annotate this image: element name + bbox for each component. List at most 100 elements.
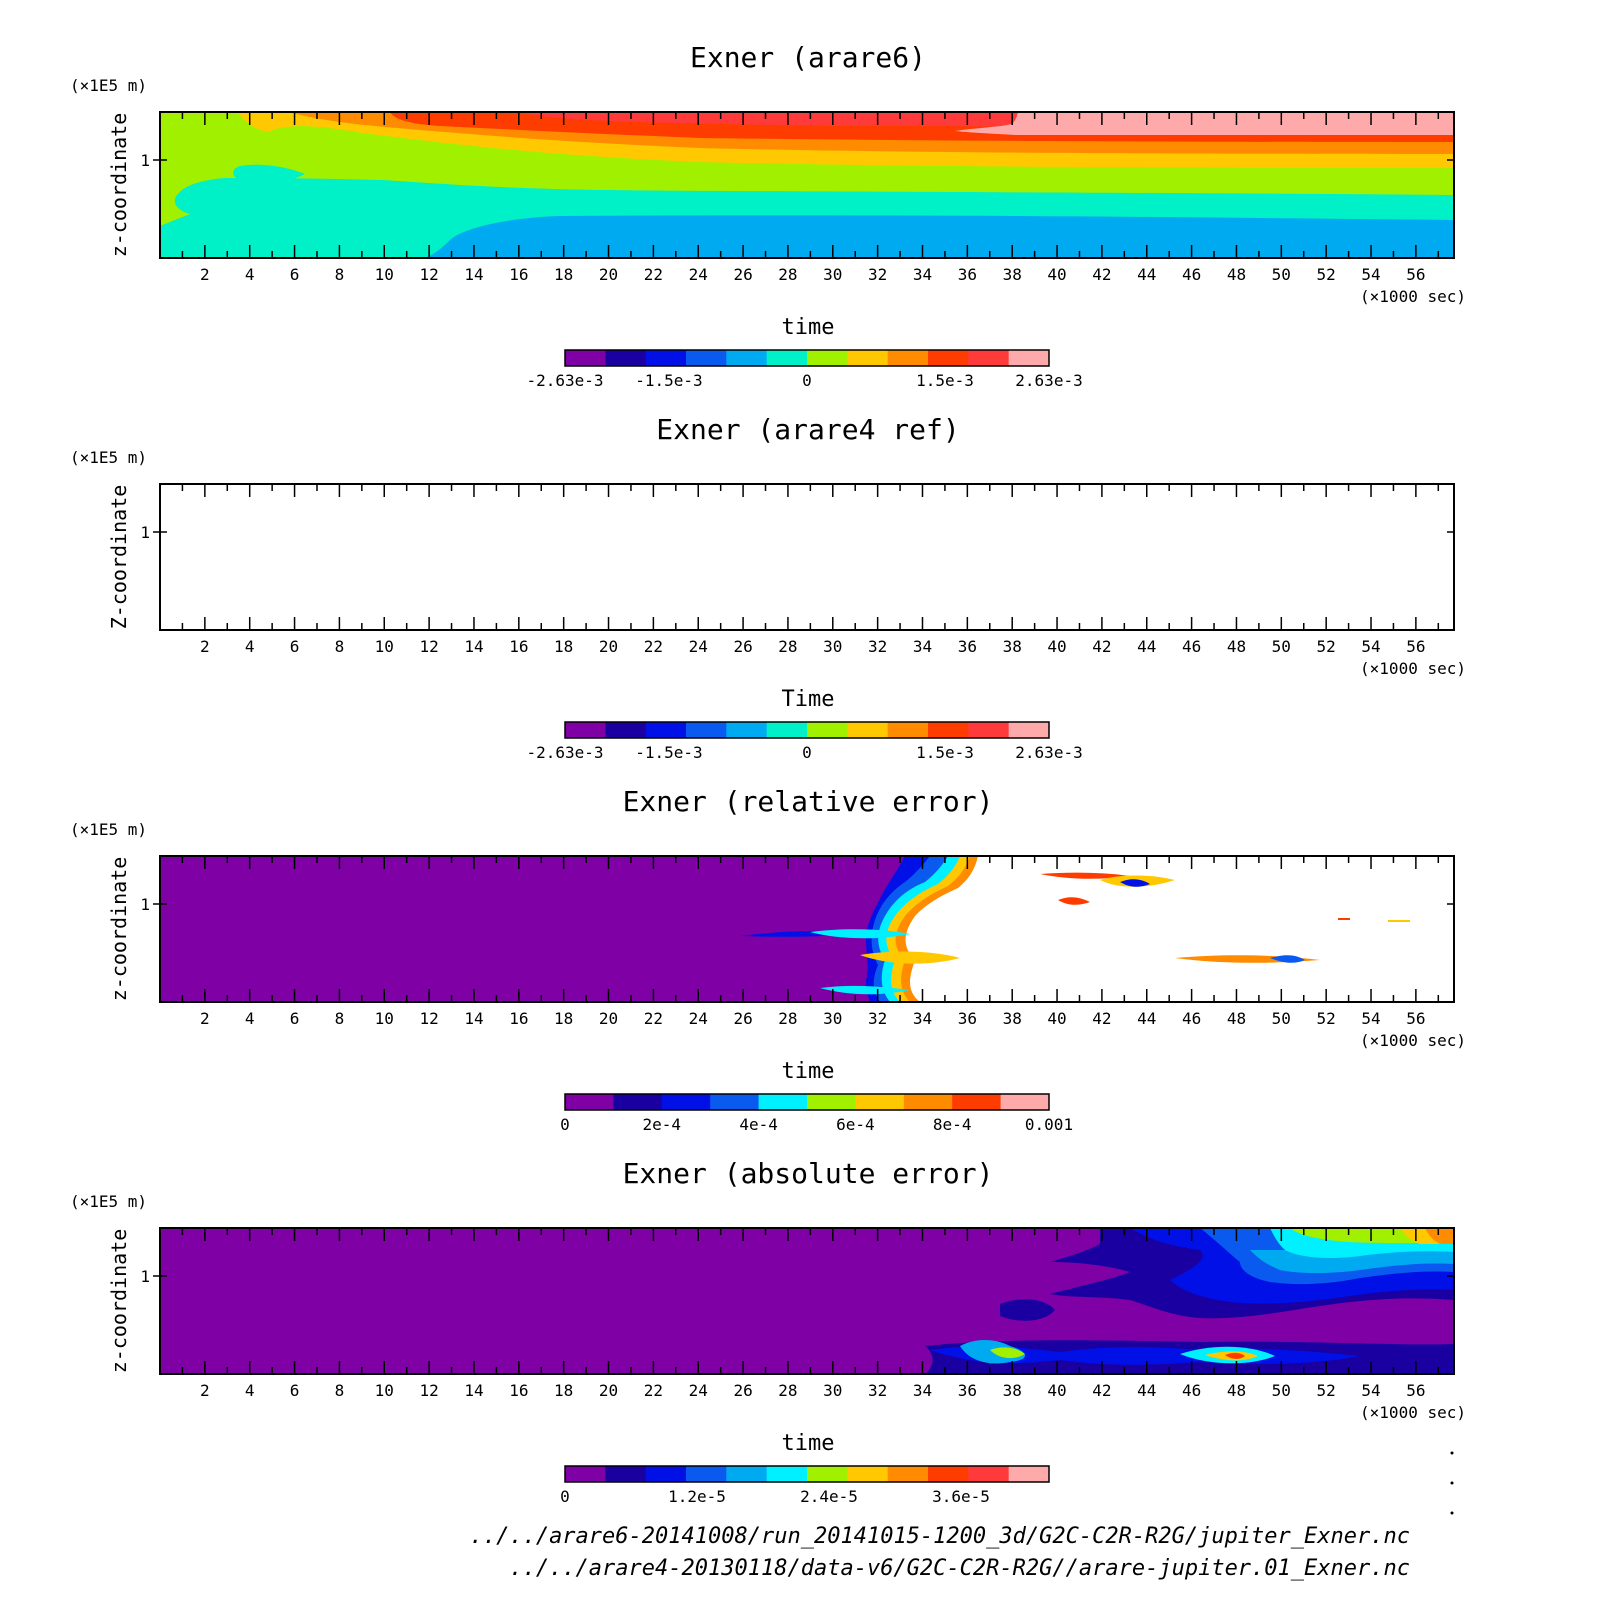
- colorbar-swatch: [952, 1094, 1002, 1110]
- y-axis-label: z-coordinate: [107, 857, 131, 1002]
- field-band: [820, 985, 910, 995]
- x-tick-label: 8: [335, 1381, 345, 1400]
- x-tick-label: 2: [200, 1381, 210, 1400]
- x-tick-label: 2: [200, 265, 210, 284]
- x-tick-label: 42: [1092, 637, 1111, 656]
- x-tick-label: 44: [1137, 1381, 1156, 1400]
- x-tick-label: 12: [419, 1381, 438, 1400]
- x-tick-label: 40: [1047, 1009, 1066, 1028]
- colorbar-swatch: [766, 350, 808, 366]
- x-tick-label: 38: [1003, 637, 1022, 656]
- colorbar-swatch: [847, 722, 889, 738]
- colorbar-swatch: [686, 350, 727, 366]
- y-unit-label: (×1E5 m): [70, 76, 147, 95]
- x-axis-ticks: 2 4 6 8 10 12 14 16 18 20 22 24 26 28 30 32 34 36 38 40 42 44…: [181, 856, 1440, 1028]
- colorbar-label: 0: [560, 1115, 570, 1134]
- colorbar-swatch: [661, 1094, 711, 1110]
- colorbar-frame: [564, 721, 1050, 739]
- x-tick-label: 42: [1092, 265, 1111, 284]
- colorbar-swatch: [968, 1466, 1010, 1482]
- colorbar-label: 1.5e-3: [916, 371, 974, 390]
- x-tick-label: 30: [823, 637, 842, 656]
- x-tick-label: 28: [778, 1381, 797, 1400]
- colorbar-label: 6e-4: [836, 1115, 875, 1134]
- x-tick-label: 38: [1003, 265, 1022, 284]
- x-tick-label: 40: [1047, 637, 1066, 656]
- colorbar: 0 1.2e-5 2.4e-5 3.6e-5: [560, 1465, 1050, 1506]
- field-band: [160, 484, 1454, 598]
- colorbar-swatch: [766, 722, 808, 738]
- colorbar-swatch: [887, 1466, 929, 1482]
- colorbar-swatch: [605, 1466, 647, 1482]
- colorbar-swatch: [686, 1466, 727, 1482]
- x-tick-label: 10: [375, 637, 394, 656]
- heatmap-field: [160, 1228, 1454, 1374]
- y-unit-label: (×1E5 m): [70, 448, 147, 467]
- x-tick-label: 50: [1272, 637, 1291, 656]
- colorbar-swatch: [645, 350, 687, 366]
- colorbar-swatch: [903, 1094, 953, 1110]
- field-band: [810, 929, 910, 939]
- x-axis-ticks: 2 4 6 8 10 12 14 16 18 20 22 24 26 28 30 32 34 36 38 40 42 44…: [181, 484, 1440, 656]
- x-tick-label: 16: [509, 637, 528, 656]
- x-axis-label: Time: [782, 687, 835, 712]
- x-tick-label: 28: [778, 1009, 797, 1028]
- x-tick-label: 12: [419, 637, 438, 656]
- colorbar-label: -2.63e-3: [526, 371, 603, 390]
- colorbar-label: 3.6e-5: [932, 1487, 990, 1506]
- x-tick-label: 38: [1003, 1009, 1022, 1028]
- x-tick-label: 32: [868, 1381, 887, 1400]
- colorbar-swatch: [726, 350, 768, 366]
- colorbar-swatch: [726, 722, 768, 738]
- colorbar: -2.63e-3 -1.5e-3 0 1.5e-3 2.63e-3: [526, 349, 1083, 390]
- x-tick-label: 18: [554, 637, 573, 656]
- x-tick-label: 28: [778, 637, 797, 656]
- colorbar-swatch: [645, 722, 687, 738]
- x-tick-label: 30: [823, 1009, 842, 1028]
- field-band: [520, 484, 1454, 502]
- x-tick-label: 48: [1227, 1381, 1246, 1400]
- x-tick-label: 6: [290, 637, 300, 656]
- field-band: [1120, 879, 1150, 887]
- x-tick-label: 56: [1406, 1009, 1425, 1028]
- field-band: [1270, 955, 1305, 963]
- field-band: [160, 484, 1454, 630]
- heatmap-field: [160, 856, 1454, 1002]
- y-tick-label: 1: [140, 895, 150, 914]
- field-band: [1225, 1352, 1245, 1359]
- x-tick-label: 12: [419, 265, 438, 284]
- x-tick-label: 50: [1272, 1009, 1291, 1028]
- x-axis-label: time: [782, 1059, 835, 1084]
- x-tick-label: 18: [554, 265, 573, 284]
- colorbar-frame: [564, 1465, 1050, 1483]
- x-tick-label: 48: [1227, 1009, 1246, 1028]
- field-band: [288, 484, 1454, 526]
- x-tick-label: 44: [1137, 265, 1156, 284]
- colorbar-label: 2.63e-3: [1015, 371, 1082, 390]
- x-tick-label: 46: [1182, 1009, 1201, 1028]
- colorbar-swatch: [1008, 722, 1050, 738]
- heatmap-field: [160, 112, 1454, 258]
- colorbar-frame: [564, 1093, 1050, 1111]
- x-tick-label: 26: [733, 637, 752, 656]
- x-tick-label: 44: [1137, 1009, 1156, 1028]
- field-fill: [160, 484, 1454, 630]
- colorbar-swatch: [565, 1094, 614, 1110]
- colorbar-swatch: [928, 350, 969, 366]
- panel-title: Exner (absolute error): [623, 1157, 994, 1190]
- x-tick-label: 56: [1406, 637, 1425, 656]
- panel-title: Exner (arare4 ref): [656, 413, 959, 446]
- colorbar-swatch: [928, 1466, 969, 1482]
- colorbar-swatch: [928, 722, 969, 738]
- x-tick-label: 22: [644, 265, 663, 284]
- x-tick-label: 22: [644, 637, 663, 656]
- x-tick-label: 34: [913, 637, 932, 656]
- x-tick-label: 30: [823, 1381, 842, 1400]
- colorbar: 0 2e-4 4e-4 6e-4 8e-4 0.001: [560, 1093, 1073, 1134]
- colorbar-label: 0: [802, 371, 812, 390]
- colorbar-swatch: [807, 1094, 856, 1110]
- colorbar-label: 0: [560, 1487, 570, 1506]
- x-tick-label: 22: [644, 1009, 663, 1028]
- stray-dot: [1450, 1481, 1454, 1485]
